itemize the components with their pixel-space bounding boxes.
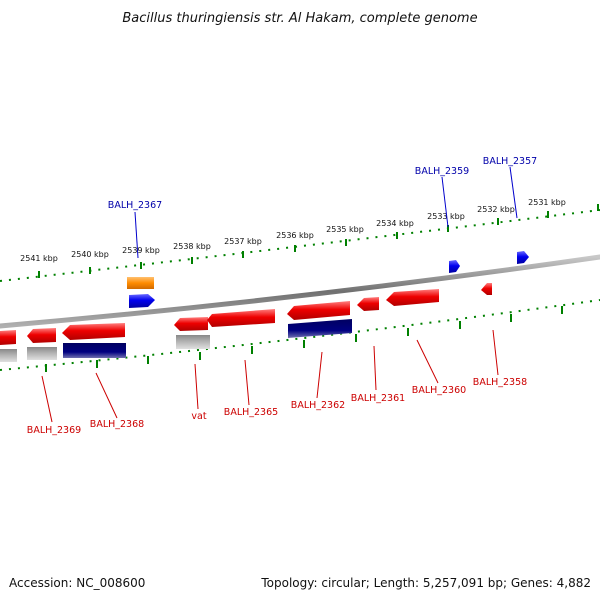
navy-feature[interactable] — [63, 343, 126, 358]
tick-label: 2531 kbp — [528, 198, 566, 207]
tick-label: 2533 kbp — [427, 212, 465, 221]
gene-feature-red[interactable] — [481, 283, 492, 295]
tick-label: 2540 kbp — [71, 250, 109, 259]
tick-label: 2535 kbp — [326, 225, 364, 234]
gene-feature-blue[interactable] — [129, 294, 155, 308]
tick-label: 2532 kbp — [477, 205, 515, 214]
gene-feature-red[interactable] — [287, 301, 350, 320]
tick-label: 2539 kbp — [122, 246, 160, 255]
top-leaders — [134, 166, 518, 259]
gene-label[interactable]: BALH_2357 — [483, 156, 537, 167]
map-title: Bacillus thuringiensis str. Al Hakam, co… — [122, 11, 477, 26]
genome-summary-text: Topology: circular; Length: 5,257,091 bp… — [260, 576, 591, 590]
tick-label: 2536 kbp — [276, 231, 314, 240]
gene-feature-red[interactable] — [0, 330, 16, 345]
gene-label[interactable]: BALH_2359 — [415, 166, 469, 177]
major-ticks-upper — [38, 204, 599, 278]
gene-feature-blue[interactable] — [449, 260, 460, 273]
tick-label: 2538 kbp — [173, 242, 211, 251]
navy-feature[interactable] — [288, 319, 352, 338]
gene-label[interactable]: BALH_2362 — [291, 400, 345, 411]
gene-label[interactable]: BALH_2368 — [90, 419, 144, 430]
gene-label[interactable]: BALH_2360 — [412, 385, 466, 396]
forward-strand-features — [127, 251, 529, 308]
gray-feature[interactable] — [176, 335, 210, 349]
gray-feature[interactable] — [0, 349, 17, 362]
gene-label[interactable]: BALH_2358 — [473, 377, 527, 388]
tick-labels: 2541 kbp 2540 kbp 2539 kbp 2538 kbp 2537… — [20, 198, 566, 263]
tick-label: 2534 kbp — [376, 219, 414, 228]
gene-feature-blue[interactable] — [517, 251, 529, 264]
tick-label: 2537 kbp — [224, 237, 262, 246]
gene-feature-red[interactable] — [207, 309, 275, 327]
reverse-strand-features — [0, 283, 492, 345]
genome-backbone — [0, 254, 600, 329]
gene-label[interactable]: BALH_2369 — [27, 425, 81, 436]
gene-feature-red[interactable] — [174, 317, 208, 331]
gene-feature-red[interactable] — [27, 328, 56, 343]
gene-label[interactable]: BALH_2365 — [224, 407, 278, 418]
gene-label[interactable]: BALH_2361 — [351, 393, 405, 404]
gene-label[interactable]: BALH_2367 — [108, 200, 162, 211]
gene-label[interactable]: vat — [191, 411, 206, 422]
accession-text: Accession: NC_008600 — [9, 576, 145, 590]
gray-feature[interactable] — [27, 347, 57, 360]
gene-feature-red[interactable] — [62, 323, 125, 340]
orf-feature[interactable] — [127, 277, 154, 289]
bottom-leaders — [41, 329, 499, 423]
tick-label: 2541 kbp — [20, 254, 58, 263]
major-ticks-lower — [45, 306, 563, 372]
gene-feature-red[interactable] — [386, 289, 439, 306]
gene-feature-red[interactable] — [357, 297, 379, 311]
reverse-strand-row2 — [0, 319, 352, 362]
